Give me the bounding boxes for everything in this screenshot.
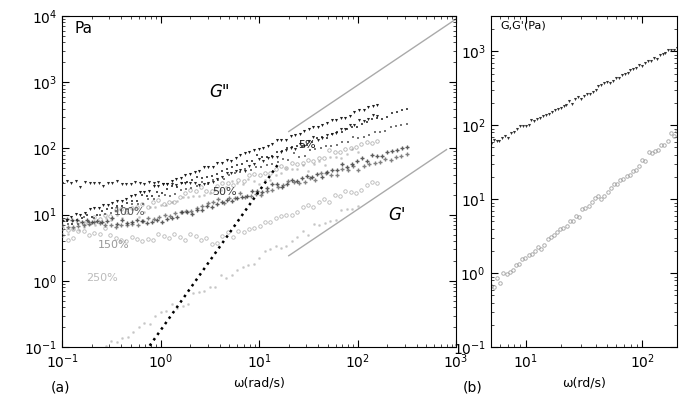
Text: (b): (b): [462, 380, 482, 394]
Text: G': G': [388, 205, 406, 224]
X-axis label: ω(rad/s): ω(rad/s): [233, 376, 285, 389]
X-axis label: ω(rd/s): ω(rd/s): [562, 376, 606, 389]
Text: 50%: 50%: [212, 187, 236, 197]
Text: Pa: Pa: [74, 21, 92, 36]
Text: (a): (a): [50, 380, 70, 394]
Text: 250%: 250%: [86, 273, 117, 283]
Text: 100%: 100%: [113, 207, 145, 217]
Text: G,G'(Pa): G,G'(Pa): [500, 21, 546, 31]
Text: 150%: 150%: [97, 240, 129, 250]
Text: G": G": [209, 83, 230, 101]
Text: 5%: 5%: [299, 140, 316, 150]
